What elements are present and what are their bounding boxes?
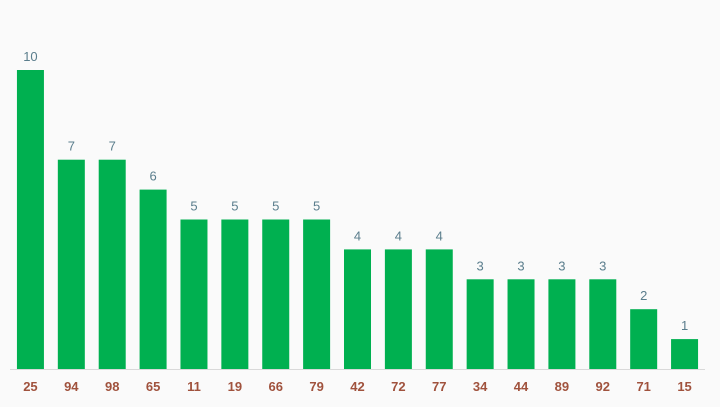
x-tick-label-19: 19 [228, 379, 242, 394]
value-label-89: 3 [558, 258, 565, 273]
bar-65 [139, 189, 167, 369]
x-tick-label-66: 66 [269, 379, 283, 394]
bar-71 [630, 309, 658, 369]
bar-42 [344, 249, 371, 369]
value-label-group: 10 7 7 6 5 5 5 5 4 4 4 3 3 3 3 2 1 [23, 49, 688, 333]
x-tick-label-42: 42 [350, 379, 364, 394]
bar-77 [425, 249, 453, 369]
x-tick-label-65: 65 [146, 379, 160, 394]
x-tick-label-98: 98 [105, 379, 119, 394]
value-label-66: 5 [272, 199, 279, 214]
x-tick-label-71: 71 [636, 379, 650, 394]
x-tick-label-25: 25 [23, 379, 37, 394]
value-label-72: 4 [395, 228, 402, 243]
value-label-11: 5 [190, 199, 197, 214]
value-label-42: 4 [354, 228, 361, 243]
value-label-65: 6 [149, 169, 156, 184]
x-tick-label-79: 79 [309, 379, 323, 394]
bar-89 [548, 279, 576, 369]
bar-11 [180, 219, 208, 369]
value-label-98: 7 [109, 139, 116, 154]
bar-98 [98, 159, 126, 369]
bar-25 [16, 70, 44, 369]
bar-92 [589, 279, 617, 369]
bar-15 [671, 339, 699, 369]
value-label-92: 3 [599, 258, 606, 273]
x-tick-label-44: 44 [514, 379, 529, 394]
bar-72 [384, 249, 412, 369]
x-tick-label-11: 11 [187, 379, 201, 394]
value-label-44: 3 [517, 258, 524, 273]
bar-66 [262, 219, 290, 369]
x-tick-label-group: 25 94 98 65 11 19 66 79 42 72 77 34 44 89 92 71 15 [23, 379, 692, 394]
bar-44 [507, 279, 535, 369]
bar-19 [221, 219, 249, 369]
x-tick-label-34: 34 [473, 379, 488, 394]
value-label-79: 5 [313, 199, 320, 214]
x-tick-label-15: 15 [677, 379, 691, 394]
value-label-25: 10 [23, 49, 37, 64]
bar-94 [57, 159, 85, 369]
value-label-34: 3 [477, 258, 484, 273]
bar-34 [466, 279, 494, 369]
value-label-19: 5 [231, 199, 238, 214]
bar-79 [303, 219, 331, 369]
bar-group [16, 70, 699, 369]
x-tick-label-89: 89 [555, 379, 569, 394]
value-label-15: 1 [681, 318, 688, 333]
value-label-71: 2 [640, 288, 647, 303]
x-tick-label-92: 92 [596, 379, 610, 394]
x-tick-label-72: 72 [391, 379, 405, 394]
value-label-94: 7 [68, 139, 75, 154]
value-label-77: 4 [436, 228, 443, 243]
x-tick-label-77: 77 [432, 379, 446, 394]
x-tick-label-94: 94 [64, 379, 79, 394]
